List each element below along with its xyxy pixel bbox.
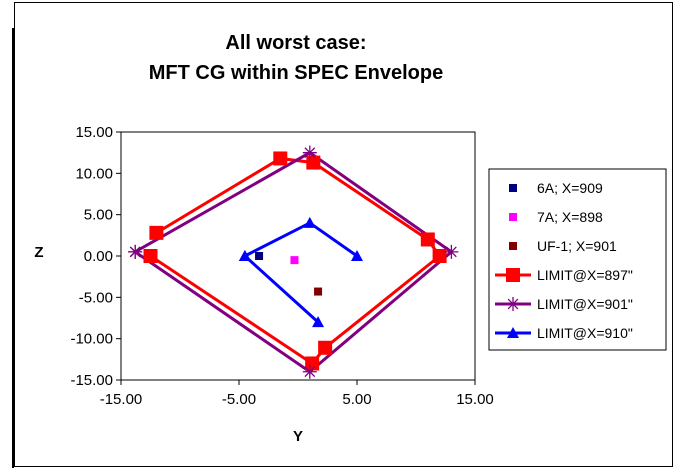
y-tick-label: 0.00	[84, 248, 113, 265]
y-tick-label: -15.00	[70, 372, 113, 389]
x-tick-label: 5.00	[342, 391, 371, 408]
axes-group: 15.00 10.00 5.00 0.00 -5.00 -10.00 -15.00 -15.0…	[70, 124, 493, 408]
legend-box	[489, 169, 666, 350]
y-tick-label: -5.00	[79, 289, 113, 306]
legend-label-limit-x-910: LIMIT@X=910"	[537, 325, 633, 341]
y-tick-label: 5.00	[84, 207, 113, 224]
data-point-limit-x-897	[318, 341, 332, 355]
legend-marker-6a-x-909	[509, 184, 517, 192]
data-point-limit-x-897	[273, 151, 287, 165]
y-tick-label: 15.00	[75, 124, 113, 141]
legend-marker-uf-1-x-901	[509, 242, 517, 250]
chart-title-line-1: All worst case:	[225, 32, 366, 54]
data-point-limit-x-897	[306, 156, 320, 170]
y-axis-title: Z	[34, 244, 43, 261]
legend-label-6a-x-909: 6A; X=909	[537, 180, 603, 196]
data-point-6a-x-909	[255, 252, 263, 260]
data-point-limit-x-897	[149, 226, 163, 240]
chart-title-line-2: MFT CG within SPEC Envelope	[149, 62, 443, 84]
legend-label-limit-x-901: LIMIT@X=901"	[537, 296, 633, 312]
series-line-segment-6	[245, 256, 318, 322]
x-tick-label: 15.00	[456, 391, 494, 408]
data-point-uf-1-x-901	[314, 288, 322, 296]
y-tick-label: 10.00	[75, 165, 113, 182]
data-point-limit-x-897	[144, 249, 158, 263]
legend-label-uf-1-x-901: UF-1; X=901	[537, 238, 617, 254]
chart-area: All worst case: MFT CG within SPEC Envel…	[14, 2, 673, 467]
data-point-limit-x-901	[303, 365, 317, 379]
series-line-limit-x-910	[245, 223, 357, 256]
chart-svg: All worst case: MFT CG within SPEC Envel…	[15, 3, 674, 468]
legend-label-limit-x-897: LIMIT@X=897"	[537, 267, 633, 283]
data-point-limit-x-901	[303, 146, 317, 160]
x-tick-label: -5.00	[222, 391, 256, 408]
data-point-limit-x-901	[128, 245, 142, 259]
series-group	[128, 146, 458, 379]
data-point-limit-x-897	[433, 249, 447, 263]
legend-marker-7a-x-898	[509, 213, 517, 221]
data-point-7a-x-898	[290, 256, 298, 264]
x-tick-label: -15.00	[100, 391, 143, 408]
plot-area-border	[121, 132, 475, 380]
legend-label-7a-x-898: 7A; X=898	[537, 209, 603, 225]
data-point-limit-x-901	[444, 245, 458, 259]
x-axis-title: Y	[293, 428, 303, 445]
y-tick-label: -10.00	[70, 331, 113, 348]
data-point-limit-x-897	[421, 232, 435, 246]
left-margin-strip	[0, 0, 14, 468]
legend-marker-limit-x-897	[506, 268, 520, 282]
data-point-limit-x-910	[304, 217, 316, 228]
